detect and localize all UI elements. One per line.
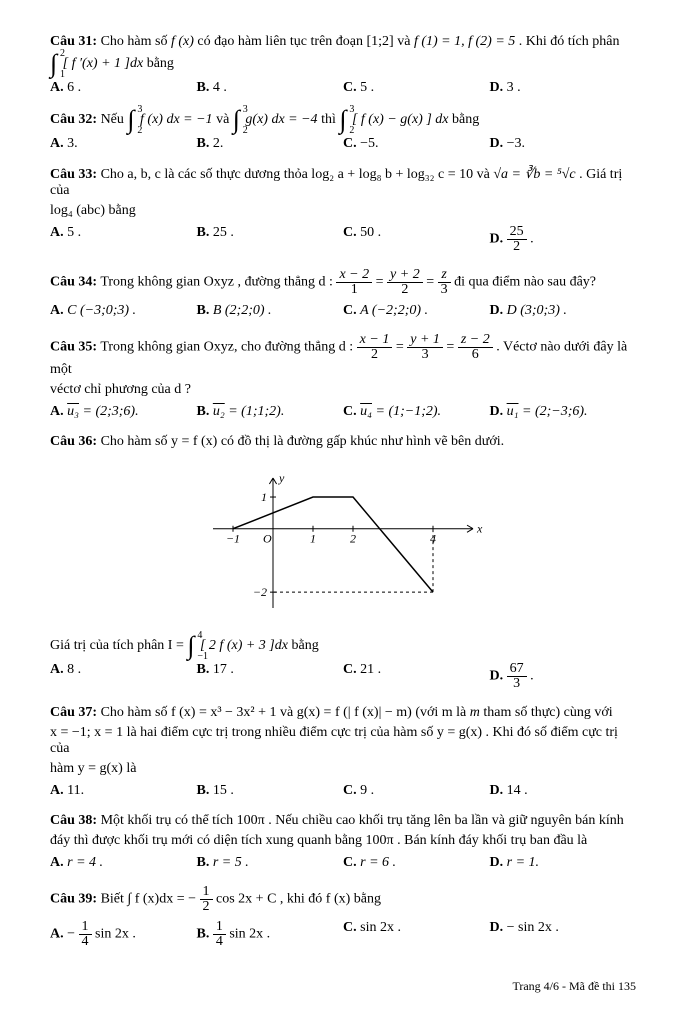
question-32: Câu 32: Nếu 3∫2 f (x) dx = −1 và 3∫2 g(x…	[50, 110, 636, 152]
q31-cond: f (1) = 1, f (2) = 5	[414, 34, 515, 49]
question-33: Câu 33: Cho a, b, c là các số thực dương…	[50, 166, 636, 254]
svg-text:−2: −2	[253, 585, 267, 599]
svg-text:2: 2	[350, 532, 356, 546]
q31-optA: A. 6 .	[50, 80, 197, 96]
svg-text:−1: −1	[226, 532, 240, 546]
q31-label: Câu 31:	[50, 34, 97, 49]
q36-graph: xyO−11241−2	[193, 458, 493, 628]
question-37: Câu 37: Cho hàm số f (x) = x³ − 3x² + 1 …	[50, 705, 636, 799]
svg-text:x: x	[476, 522, 483, 536]
svg-text:1: 1	[261, 490, 267, 504]
svg-text:O: O	[263, 532, 272, 546]
q32-label: Câu 32:	[50, 112, 97, 127]
q31-text1: Cho hàm số	[101, 34, 171, 49]
q31-text2: có đạo hàm liên tục trên đoạn [1;2] và	[197, 34, 414, 49]
q31-optD: D. 3 .	[490, 80, 637, 96]
question-36: Câu 36: Cho hàm số y = f (x) có đồ thị l…	[50, 434, 636, 691]
question-34: Câu 34: Trong không gian Oxyz , đường th…	[50, 268, 636, 319]
svg-text:y: y	[278, 471, 285, 485]
q31-text3: . Khi đó tích phân	[519, 34, 620, 49]
question-39: Câu 39: Biết ∫ f (x)dx = − 12 cos 2x + C…	[50, 885, 636, 949]
question-35: Câu 35: Trong không gian Oxyz, cho đường…	[50, 333, 636, 420]
q31-int: 2 ∫ 1	[50, 54, 57, 74]
question-31: Câu 31: Cho hàm số f (x) có đạo hàm liên…	[50, 34, 636, 96]
q31-optB: B. 4 .	[197, 80, 344, 96]
question-38: Câu 38: Một khối trụ có thể tích 100π . …	[50, 813, 636, 871]
q31-integ: [ f ′(x) + 1 ]dx	[63, 56, 144, 71]
q31-text4: bằng	[147, 56, 174, 71]
svg-text:1: 1	[310, 532, 316, 546]
page-footer: Trang 4/6 - Mã đề thi 135	[50, 979, 636, 994]
q31-optC: C. 5 .	[343, 80, 490, 96]
q31-fx: f (x)	[171, 34, 194, 49]
